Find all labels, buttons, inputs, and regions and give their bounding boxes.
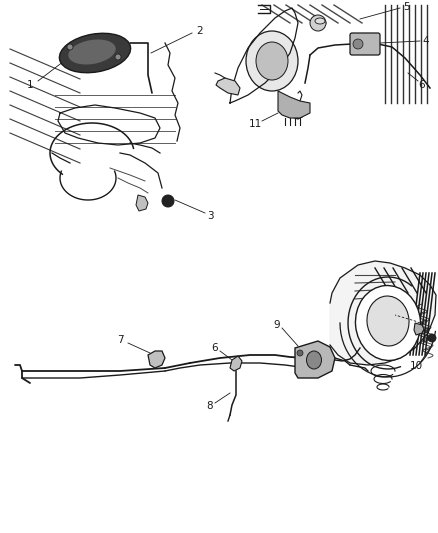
Text: 8: 8 <box>207 401 213 411</box>
Ellipse shape <box>246 31 298 91</box>
Polygon shape <box>330 261 436 365</box>
Circle shape <box>353 39 363 49</box>
Polygon shape <box>414 323 424 335</box>
Text: 6: 6 <box>212 343 218 353</box>
Circle shape <box>428 334 436 342</box>
Text: 2: 2 <box>197 26 203 36</box>
Text: 9: 9 <box>274 320 280 330</box>
Circle shape <box>297 350 303 356</box>
Ellipse shape <box>256 42 288 80</box>
Text: 1: 1 <box>27 80 33 90</box>
Polygon shape <box>295 341 335 378</box>
Polygon shape <box>278 91 310 118</box>
Circle shape <box>162 195 174 207</box>
Circle shape <box>310 15 326 31</box>
Text: 5: 5 <box>403 2 410 12</box>
Text: 7: 7 <box>117 335 124 345</box>
Polygon shape <box>230 356 242 371</box>
Circle shape <box>67 44 73 50</box>
Ellipse shape <box>60 33 131 72</box>
Circle shape <box>115 54 121 60</box>
Polygon shape <box>136 195 148 211</box>
Ellipse shape <box>356 286 420 360</box>
Text: 6: 6 <box>419 80 425 90</box>
Text: 3: 3 <box>207 211 213 221</box>
Polygon shape <box>148 351 165 368</box>
Ellipse shape <box>307 351 321 369</box>
FancyBboxPatch shape <box>350 33 380 55</box>
Polygon shape <box>216 78 240 95</box>
Ellipse shape <box>315 18 325 24</box>
Ellipse shape <box>68 39 116 64</box>
Text: 4: 4 <box>423 36 429 46</box>
Text: 11: 11 <box>248 119 261 129</box>
Text: 10: 10 <box>410 361 423 371</box>
Ellipse shape <box>367 296 409 346</box>
